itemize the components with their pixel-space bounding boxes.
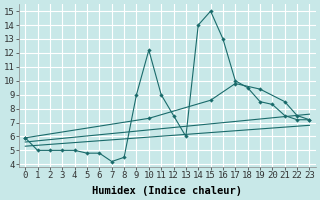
X-axis label: Humidex (Indice chaleur): Humidex (Indice chaleur) <box>92 186 242 196</box>
